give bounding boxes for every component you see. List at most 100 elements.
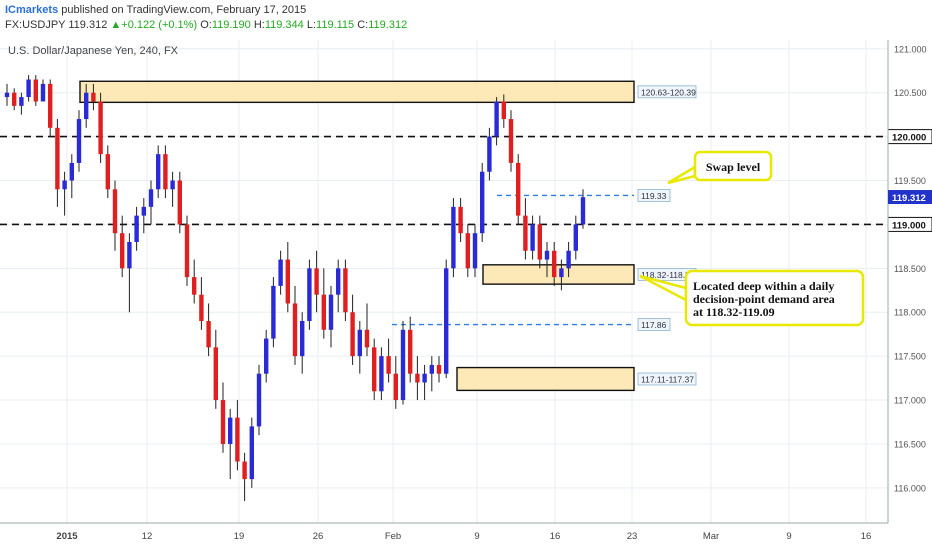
- level-tag-text: 119.000: [892, 220, 926, 231]
- high-value: 119.344: [264, 19, 304, 31]
- candle-body: [415, 373, 420, 383]
- candle-body: [76, 119, 82, 163]
- publisher-name[interactable]: ICmarkets: [5, 4, 59, 16]
- time-tick-label: Feb: [385, 531, 401, 542]
- supply-demand-zones: 120.63-120.39 118.32-118.54 117.11-117.37: [79, 80, 697, 392]
- candle-body: [458, 206, 463, 234]
- publish-line: ICmarkets published on TradingView.com, …: [5, 4, 306, 16]
- callout-demand-text: Located deep within a daily: [693, 279, 834, 293]
- candle-body: [343, 268, 348, 313]
- candle-body: [429, 364, 434, 374]
- candle-body: [494, 101, 499, 137]
- candle-body: [580, 197, 586, 225]
- candle-body: [364, 329, 370, 348]
- candle-body: [336, 268, 341, 295]
- zone-box: [456, 366, 635, 392]
- candle-body: [422, 373, 427, 383]
- candle-body: [566, 250, 571, 269]
- time-tick-label: 9: [786, 531, 791, 542]
- candle-body: [328, 294, 334, 330]
- axes: 121.000 120.500 119.500 118.500 118.000 117.5…: [0, 40, 932, 542]
- candle-body: [559, 268, 564, 278]
- candle-body: [55, 127, 60, 190]
- minor-level-label: 119.33: [641, 191, 667, 201]
- chart-title: U.S. Dollar/Japanese Yen, 240, FX: [8, 45, 179, 57]
- candle-body: [537, 224, 542, 260]
- candle-body: [206, 321, 211, 348]
- candle-body: [544, 250, 550, 260]
- candle-body: [213, 347, 218, 401]
- candle-body: [134, 215, 139, 242]
- candle-body: [307, 268, 312, 322]
- candle-body: [69, 162, 74, 181]
- low-value: 119.115: [316, 19, 355, 31]
- annotations: Swap level Located deep within a dailydec…: [639, 150, 865, 327]
- time-tick-label: 26: [313, 531, 324, 542]
- time-tick-label: Mar: [703, 531, 719, 542]
- candle-body: [220, 400, 226, 444]
- candle-body: [84, 92, 89, 120]
- candle-body: [148, 189, 154, 207]
- candle-body: [516, 162, 521, 216]
- candle-body: [235, 417, 240, 462]
- candle-body: [33, 79, 38, 102]
- candle-body: [177, 180, 182, 225]
- candle-body: [386, 356, 391, 374]
- price-tick-label: 116.500: [894, 439, 926, 449]
- time-tick-label: 9: [474, 531, 479, 542]
- candle-body: [350, 312, 355, 357]
- time-tick-label: 23: [627, 531, 638, 542]
- candle-body: [501, 101, 506, 120]
- candle-body: [256, 373, 262, 427]
- low-label: L:: [306, 19, 317, 31]
- candle-body: [530, 224, 535, 251]
- chart-header: ICmarkets published on TradingView.com, …: [0, 0, 932, 36]
- candle-body: [199, 294, 204, 322]
- open-value: 119.190: [211, 19, 251, 31]
- candle-body: [444, 268, 449, 374]
- price-tick-label: 117.000: [894, 396, 926, 406]
- candle-body: [400, 329, 406, 401]
- candles: [4, 75, 586, 502]
- candle-body: [321, 294, 326, 330]
- candle-body: [127, 241, 132, 269]
- candle-body: [112, 189, 118, 234]
- price-tick-label: 116.000: [894, 483, 926, 493]
- published-text: published on TradingView.com, February 1…: [61, 4, 307, 16]
- candle-body: [156, 154, 161, 190]
- time-tick-label: 16: [550, 531, 561, 542]
- candle-body: [508, 119, 514, 163]
- price-tick-label: 120.500: [894, 88, 927, 98]
- minor-level-box: [637, 189, 671, 202]
- candle-body: [573, 224, 578, 251]
- time-tick-label: 19: [234, 531, 245, 542]
- candle-body: [4, 92, 10, 98]
- candle-body: [285, 259, 290, 304]
- candle-body: [436, 364, 442, 374]
- candle-body: [451, 206, 456, 269]
- candle-body: [91, 92, 96, 102]
- minor-level-box: [637, 318, 671, 331]
- price-tick-label: 118.500: [894, 264, 926, 274]
- candle-body: [62, 180, 67, 190]
- price-chart[interactable]: 120.63-120.39118.32-118.54117.11-117.37 …: [0, 36, 932, 550]
- candle-body: [523, 215, 528, 251]
- candle-body: [372, 347, 377, 392]
- candle-body: [393, 373, 398, 401]
- price-tick-label: 121.000: [894, 44, 927, 54]
- candle-body: [105, 154, 110, 190]
- candle-body: [141, 206, 146, 216]
- candle-body: [465, 233, 470, 269]
- candle-body: [48, 83, 53, 128]
- candle-body: [264, 338, 269, 374]
- time-tick-label: 16: [861, 531, 872, 542]
- callout-swap-level: [693, 150, 773, 182]
- candle-body: [552, 250, 557, 278]
- last-price: 119.312: [68, 19, 108, 31]
- change-value: +0.122 (+0.1%): [121, 19, 198, 31]
- candle-body: [192, 277, 197, 295]
- candle-body: [98, 101, 103, 155]
- price-tick-label: 117.500: [894, 352, 926, 362]
- open-label: O:: [200, 19, 212, 31]
- zone-label: 120.63-120.39: [641, 87, 696, 97]
